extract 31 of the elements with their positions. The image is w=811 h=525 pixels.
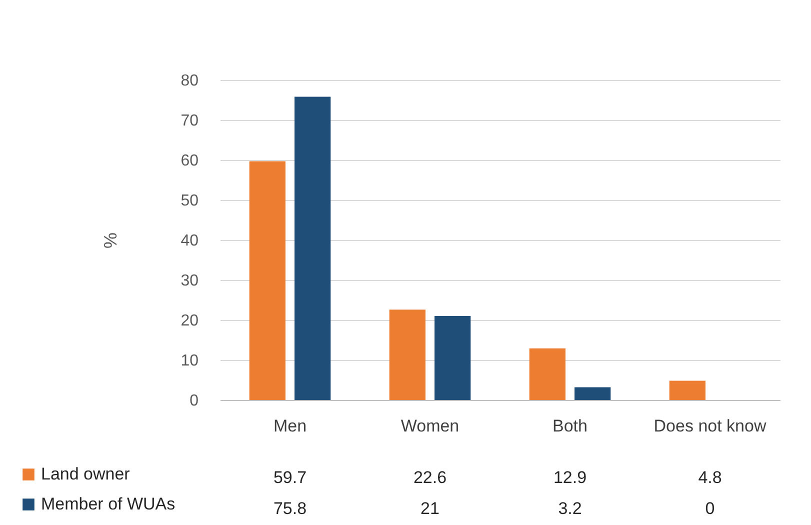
y-tick-label: 70 <box>180 112 199 130</box>
y-tick-label: 40 <box>180 232 199 250</box>
bar <box>574 387 611 400</box>
y-tick-label: 60 <box>180 152 199 170</box>
data-label: 12.9 <box>553 468 587 487</box>
bar <box>529 348 566 400</box>
bar <box>669 380 706 400</box>
bar <box>249 161 286 400</box>
bar <box>434 316 471 400</box>
y-tick-label: 80 <box>180 72 199 90</box>
data-label: 75.8 <box>273 499 307 518</box>
bar <box>294 96 331 400</box>
y-axis-title: % <box>100 232 121 249</box>
y-tick-label: 0 <box>190 392 199 410</box>
y-tick-label: 10 <box>180 352 199 370</box>
x-tick-label: Both <box>552 416 588 436</box>
legend-label: Land owner <box>41 464 130 484</box>
data-label: 3.2 <box>558 499 582 518</box>
y-tick-label: 50 <box>180 192 199 210</box>
bar <box>389 310 426 400</box>
x-tick-label: Men <box>273 416 307 436</box>
y-tick-label: 30 <box>180 272 199 290</box>
data-label: 0 <box>705 499 715 518</box>
x-tick-label: Women <box>400 416 460 436</box>
x-tick-label: Does not know <box>654 416 767 436</box>
legend-label: Member of WUAs <box>41 494 176 514</box>
data-label: 22.6 <box>413 468 447 487</box>
y-tick-label: 20 <box>180 312 199 330</box>
data-label: 21 <box>420 499 440 518</box>
data-label: 59.7 <box>273 468 307 487</box>
data-label: 4.8 <box>698 468 722 487</box>
